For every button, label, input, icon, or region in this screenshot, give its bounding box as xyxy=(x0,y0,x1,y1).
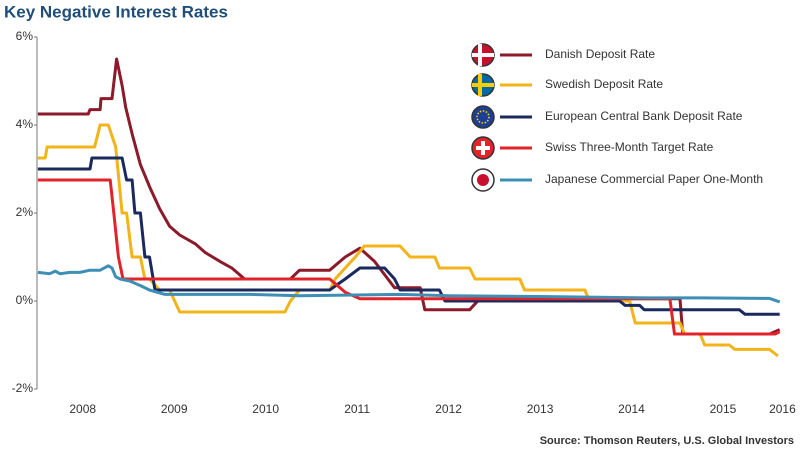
x-tick-label: 2013 xyxy=(527,402,554,416)
flag-sweden xyxy=(471,73,495,97)
y-tick-label: 2% xyxy=(16,205,34,219)
y-tick-label: 0% xyxy=(16,293,34,307)
x-tick-label: 2011 xyxy=(344,402,370,416)
flag-denmark xyxy=(471,43,495,67)
legend-icons xyxy=(471,43,495,192)
flag-japan xyxy=(471,168,495,192)
legend-label: European Central Bank Deposit Rate xyxy=(545,109,743,123)
legend-label: Swiss Three-Month Target Rate xyxy=(545,140,714,154)
x-tick-label: 2016 xyxy=(769,402,796,416)
series-line xyxy=(37,178,781,336)
x-tick-label: 2015 xyxy=(710,402,737,416)
flag-eu xyxy=(471,105,495,129)
y-tick-label: -2% xyxy=(12,381,34,395)
series-line xyxy=(37,57,781,336)
x-tick-label: 2012 xyxy=(435,402,462,416)
y-tick-label: 6% xyxy=(16,29,34,43)
legend-label: Japanese Commercial Paper One-Month xyxy=(545,172,763,186)
y-tick-label: 4% xyxy=(16,117,34,131)
x-tick-label: 2008 xyxy=(69,402,96,416)
x-tick-label: 2014 xyxy=(618,402,645,416)
x-tick-label: 2009 xyxy=(161,402,188,416)
source-note: Source: Thomson Reuters, U.S. Global Inv… xyxy=(540,435,794,447)
legend-label: Danish Deposit Rate xyxy=(545,47,655,61)
series-line xyxy=(37,123,779,358)
flag-switzerland xyxy=(471,136,495,160)
series-line xyxy=(37,264,781,304)
legend-label: Swedish Deposit Rate xyxy=(545,77,663,91)
chart-title: Key Negative Interest Rates xyxy=(4,2,228,21)
x-tick-label: 2010 xyxy=(252,402,279,416)
series-line xyxy=(37,156,780,316)
